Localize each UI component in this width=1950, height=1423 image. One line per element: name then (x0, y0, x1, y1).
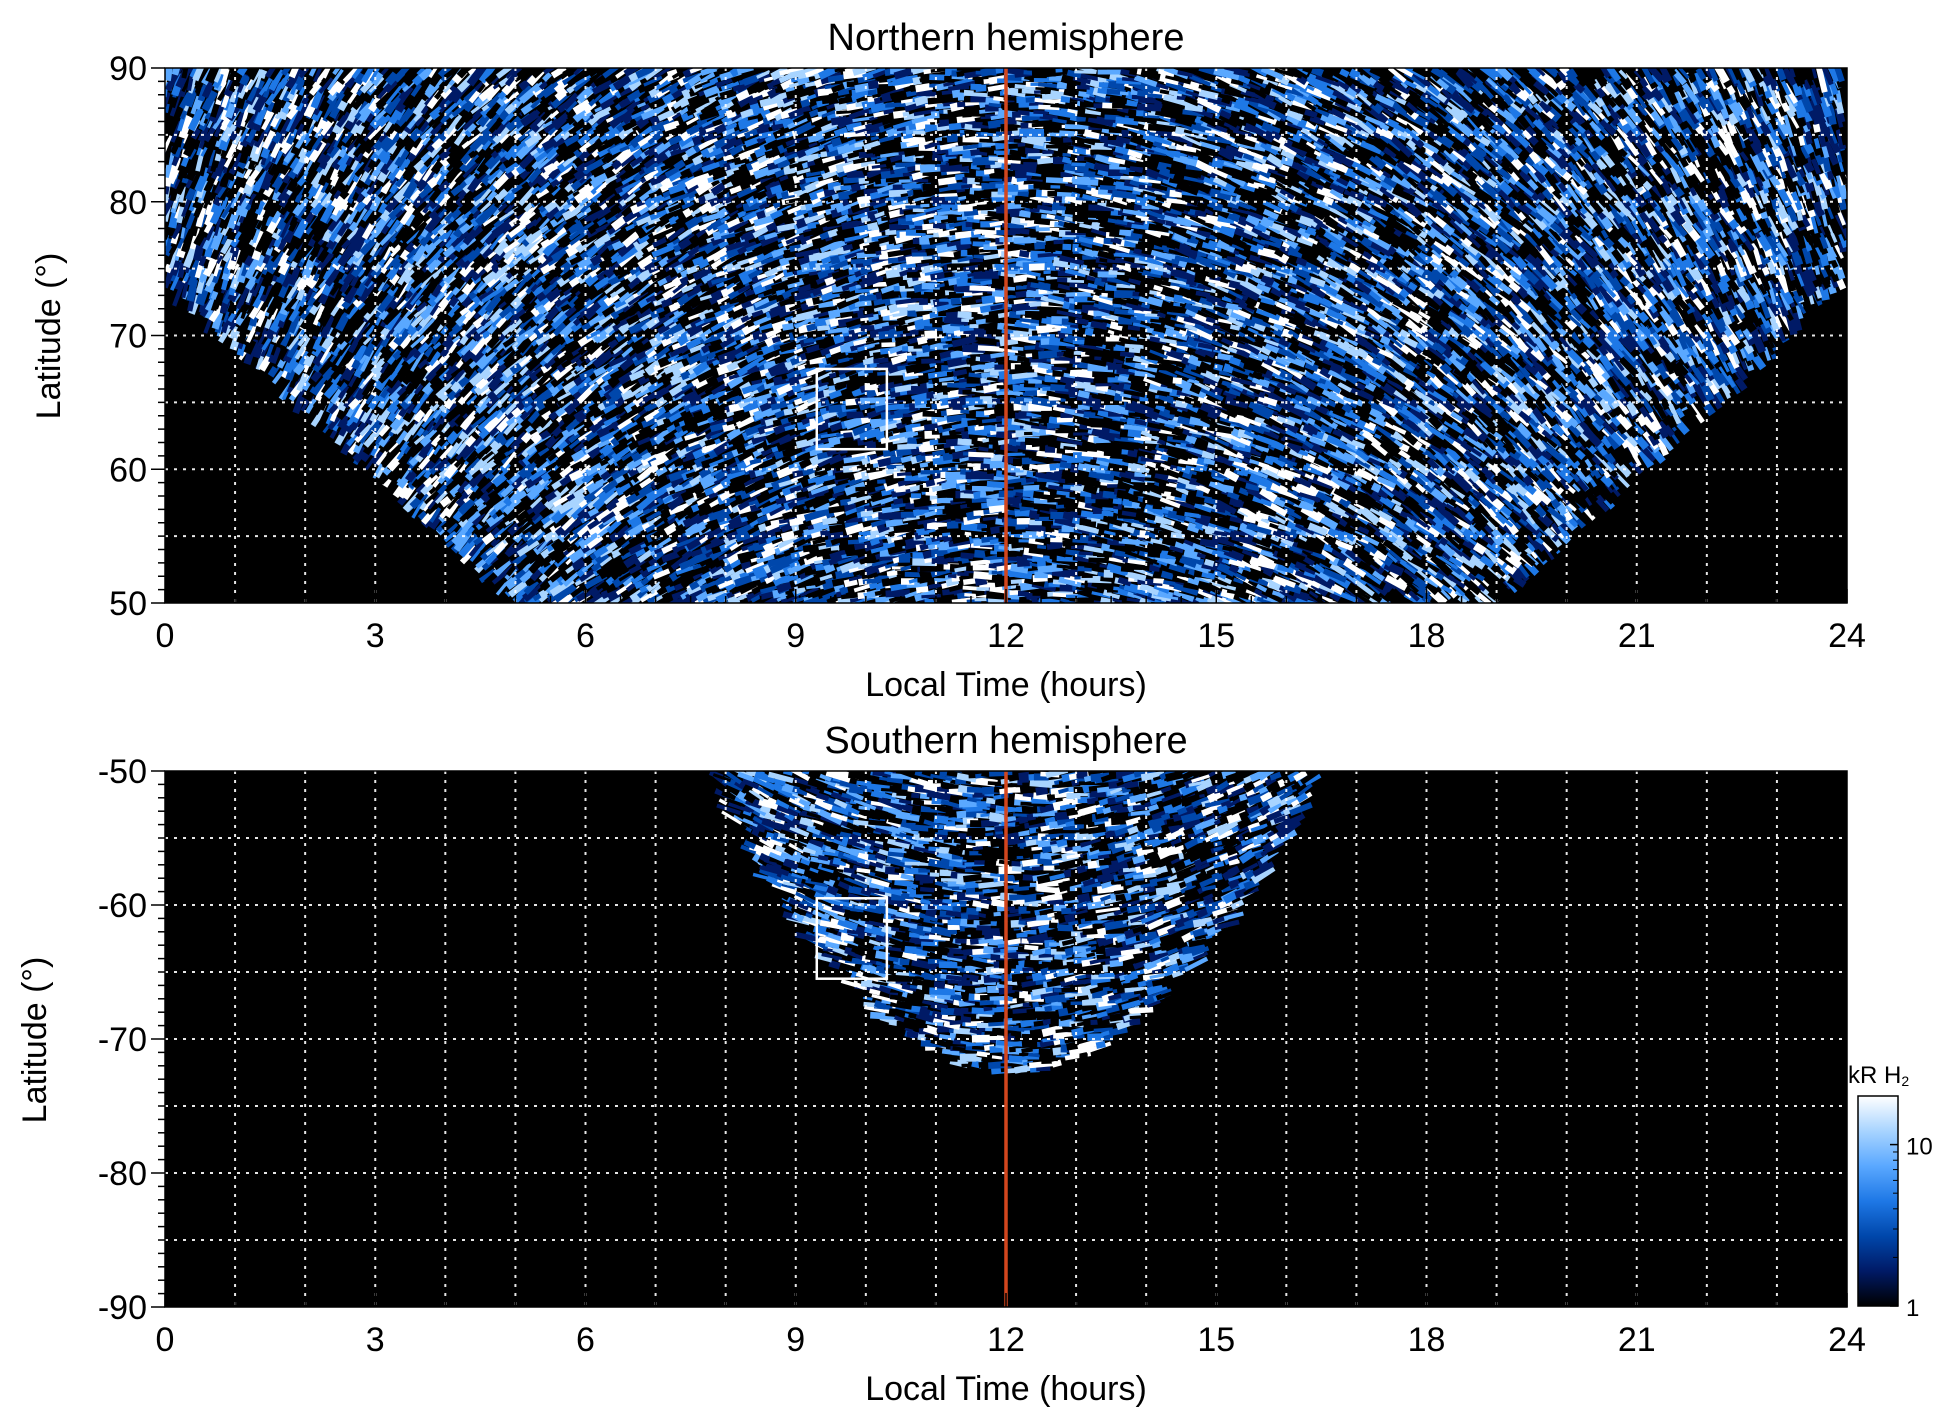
intensity-cell (706, 590, 727, 602)
intensity-cell (507, 578, 531, 598)
intensity-cell (591, 586, 604, 599)
intensity-cell (1016, 518, 1031, 525)
intensity-cell (739, 582, 758, 595)
intensity-cell (1153, 578, 1165, 584)
intensity-cell (1108, 458, 1124, 464)
intensity-cell (607, 593, 624, 603)
intensity-cell (964, 593, 988, 598)
intensity-cell (816, 587, 832, 600)
intensity-cell (1060, 598, 1077, 603)
intensity-cell (898, 596, 919, 603)
intensity-cell (1172, 377, 1183, 385)
intensity-cell (1336, 593, 1357, 603)
intensity-cell (1012, 458, 1023, 467)
intensity-cell (1023, 484, 1042, 491)
intensity-cell (976, 587, 989, 591)
intensity-cell (1271, 590, 1286, 599)
intensity-cell (699, 579, 717, 593)
intensity-cell (885, 589, 911, 598)
intensity-cell (549, 592, 571, 603)
intensity-cell (1308, 590, 1319, 599)
intensity-cell (780, 595, 800, 603)
intensity-cell (934, 587, 944, 595)
intensity-cell (1153, 589, 1180, 601)
intensity-cell (1256, 594, 1283, 603)
intensity-cell (875, 595, 895, 603)
intensity-cell (1235, 589, 1250, 600)
intensity-cell (538, 593, 549, 603)
intensity-cell (654, 591, 676, 603)
intensity-cell (863, 588, 882, 600)
intensity-cell (724, 581, 737, 592)
intensity-cell (877, 479, 886, 484)
intensity-cell (715, 590, 731, 601)
intensity-cell (639, 584, 650, 593)
intensity-cell (1077, 590, 1094, 599)
intensity-cell (1463, 588, 1476, 602)
northern-hemisphere-panel: Northern hemisphere 0 3 6 9 12 15 18 21 24506070… (30, 17, 1866, 704)
intensity-cell (840, 593, 859, 600)
intensity-cell (910, 493, 922, 499)
intensity-cell (523, 579, 540, 595)
intensity-cell (1407, 589, 1420, 602)
intensity-cell (533, 578, 547, 593)
intensity-cell (671, 589, 688, 601)
intensity-cell (785, 592, 796, 600)
intensity-cell (566, 583, 578, 595)
intensity-cell (730, 580, 752, 595)
intensity-cell (968, 451, 994, 458)
intensity-cell (1261, 589, 1284, 603)
intensity-cell (1007, 452, 1026, 457)
intensity-cell (799, 586, 819, 597)
intensity-cell (957, 438, 974, 446)
intensity-cell (1018, 539, 1030, 543)
intensity-cell (1091, 591, 1114, 599)
intensity-cell (1043, 548, 1054, 557)
intensity-cell (495, 575, 513, 596)
northern-intensity-map (165, 68, 1847, 603)
intensity-cell (1308, 592, 1330, 603)
intensity-cell (615, 581, 634, 596)
intensity-cell (612, 594, 630, 603)
intensity-cell (1250, 586, 1269, 600)
northern-panel-title: Northern hemisphere (828, 17, 1185, 59)
intensity-cell (1439, 587, 1452, 600)
